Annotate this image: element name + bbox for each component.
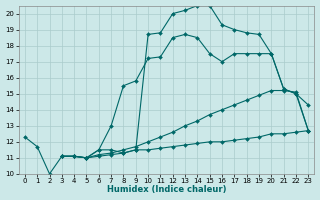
X-axis label: Humidex (Indice chaleur): Humidex (Indice chaleur) <box>107 185 226 194</box>
